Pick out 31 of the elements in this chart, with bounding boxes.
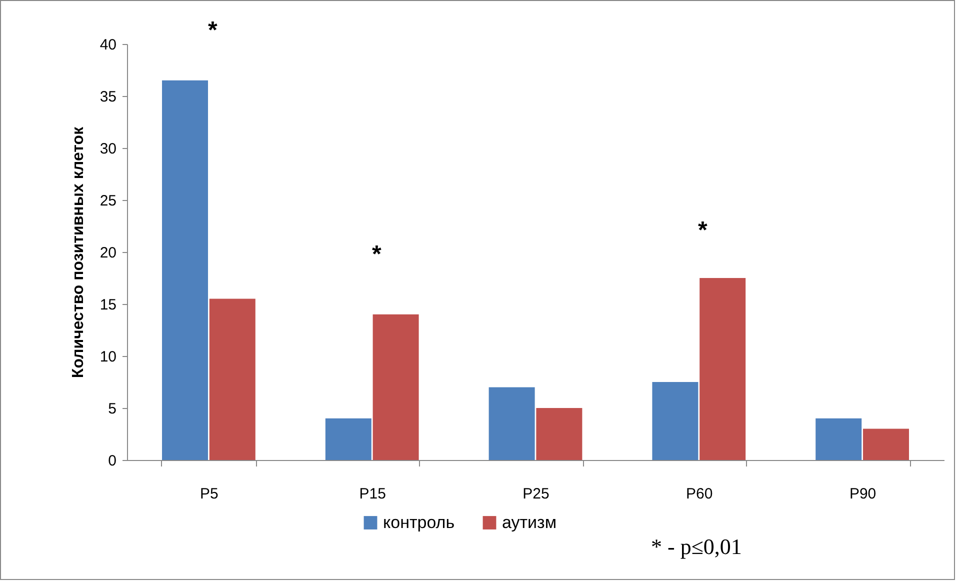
x-tick-label: P5	[200, 486, 218, 502]
bar	[372, 314, 419, 460]
bar	[162, 80, 208, 460]
legend-label: аутизм	[502, 512, 557, 532]
bar	[209, 298, 256, 460]
bar	[816, 418, 862, 460]
legend-label: контроль	[383, 512, 455, 532]
y-tick-label: 10	[100, 348, 116, 366]
annotation: *	[698, 217, 708, 244]
x-tick-label: P25	[522, 486, 550, 502]
y-tick-label: 30	[100, 140, 116, 158]
bar	[325, 418, 372, 460]
y-tick-label: 5	[108, 400, 116, 418]
text: *	[208, 17, 218, 44]
y-tick-label: 35	[100, 88, 116, 106]
text: * - p≤0,01	[651, 534, 742, 560]
y-tick-label: 25	[100, 192, 116, 210]
y-tick-label: 15	[100, 296, 116, 314]
x-tick-label: P15	[359, 486, 386, 502]
x-tick-label: P60	[686, 486, 713, 502]
y-tick-label: 0	[108, 452, 116, 470]
bar	[536, 408, 582, 460]
annotation: *	[372, 241, 382, 268]
bar	[652, 382, 698, 460]
x-tick-label: P90	[849, 486, 876, 502]
y-tick-label: 20	[100, 244, 116, 262]
y-tick-label: 40	[100, 36, 116, 54]
bar	[700, 278, 746, 460]
bar	[488, 387, 535, 460]
bar	[862, 428, 909, 460]
y-axis-title: Количество позитивных клеток	[70, 126, 87, 378]
